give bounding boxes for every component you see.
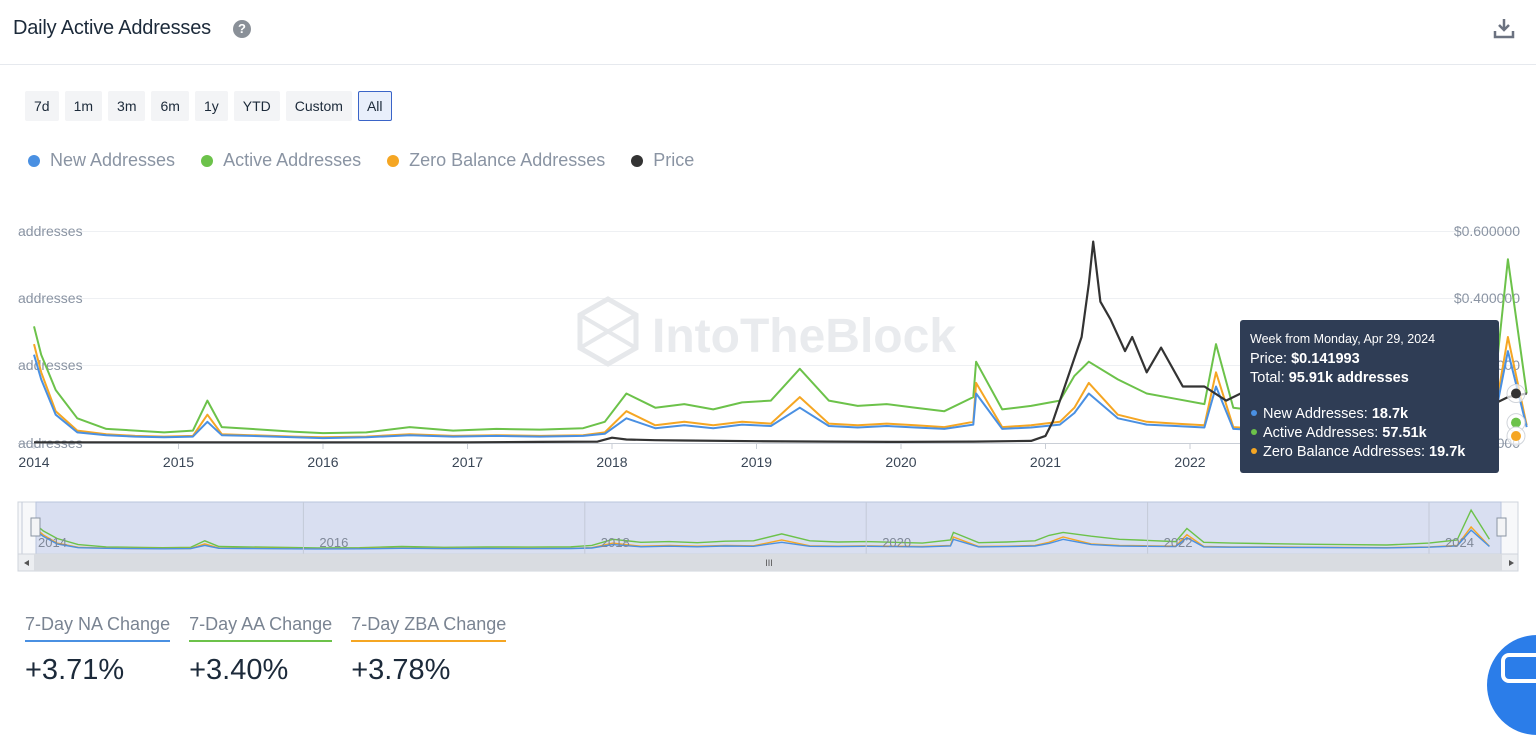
stat-value: +3.40% xyxy=(189,654,289,686)
tooltip-active: Active Addresses: 57.51k xyxy=(1250,424,1489,443)
stat-zba-change: 7-Day ZBA Change +3.78% xyxy=(351,614,507,687)
legend-dot-icon xyxy=(387,154,400,167)
y-left-tick-label: addresses xyxy=(18,223,83,239)
navigator-tick-label: 2018 xyxy=(601,535,630,550)
navigator-series-line xyxy=(35,508,1490,549)
hover-marker-dot xyxy=(1511,431,1521,442)
x-tick-label: 2018 xyxy=(596,454,627,470)
y-left-tick-label: addresses xyxy=(18,357,83,373)
legend-new-addresses[interactable]: New Addresses xyxy=(28,150,175,171)
tooltip-price: Price: $0.141993 xyxy=(1250,351,1360,367)
legend-dot-icon xyxy=(201,154,214,167)
watermark-logo-icon xyxy=(577,296,639,367)
stat-na-change: 7-Day NA Change +3.71% xyxy=(25,614,171,687)
chat-bubble-icon xyxy=(1501,653,1536,683)
legend-active-addresses[interactable]: Active Addresses xyxy=(201,150,361,171)
scroll-left-icon[interactable] xyxy=(24,560,29,566)
range-7d-button[interactable]: 7d xyxy=(25,91,59,121)
x-tick-label: 2017 xyxy=(452,454,483,470)
range-ytd-button[interactable]: YTD xyxy=(233,91,280,121)
x-tick-label: 2016 xyxy=(307,454,338,470)
navigator-tick-label: 2024 xyxy=(1445,535,1474,550)
legend-price[interactable]: Price xyxy=(631,150,694,171)
range-1y-button[interactable]: 1y xyxy=(194,91,228,121)
navigator-right-handle[interactable] xyxy=(1496,517,1507,537)
tooltip-total: Total: 95.91k addresses xyxy=(1250,370,1409,386)
tooltip-zero: Zero Balance Addresses: 19.7k xyxy=(1250,443,1489,462)
download-icon[interactable] xyxy=(1492,16,1516,40)
stat-label: 7-Day AA Change xyxy=(189,614,333,642)
navigator-series-line xyxy=(35,529,1490,550)
hover-marker-dot xyxy=(1511,417,1521,428)
help-icon[interactable]: ? xyxy=(233,20,251,38)
legend-label: Active Addresses xyxy=(223,150,362,170)
legend-zero-balance-addresses[interactable]: Zero Balance Addresses xyxy=(387,150,605,171)
range-6m-button[interactable]: 6m xyxy=(151,91,189,121)
y-right-tick-label: $0.600000 xyxy=(1454,223,1520,239)
stat-label: 7-Day NA Change xyxy=(25,614,171,642)
range-custom-button[interactable]: Custom xyxy=(285,91,352,121)
stat-value: +3.78% xyxy=(351,654,451,686)
y-left-tick-label: addresses xyxy=(18,290,83,306)
legend-dot-icon xyxy=(631,154,644,167)
watermark-text: IntoTheBlock xyxy=(652,310,956,363)
legend-label: New Addresses xyxy=(50,150,176,170)
stats-row: 7-Day NA Change +3.71% 7-Day AA Change +… xyxy=(25,614,507,687)
navigator-tick-label: 2020 xyxy=(882,535,911,550)
range-selector: 7d 1m 3m 6m 1y YTD Custom All xyxy=(25,91,392,121)
scrollbar-thumb[interactable] xyxy=(34,554,1502,571)
hover-marker-dot xyxy=(1511,388,1521,399)
header: Daily Active Addresses ? xyxy=(0,0,1536,65)
range-all-button[interactable]: All xyxy=(357,91,392,121)
x-tick-label: 2014 xyxy=(18,454,49,470)
scrollbar-grip: III xyxy=(765,558,773,568)
navigator-tick-label: 2014 xyxy=(38,535,67,550)
x-tick-label: 2022 xyxy=(1174,454,1205,470)
chart-legend: New Addresses Active Addresses Zero Bala… xyxy=(28,150,694,171)
stat-label: 7-Day ZBA Change xyxy=(351,614,507,642)
navigator-tick-label: 2016 xyxy=(319,535,348,550)
x-tick-label: 2021 xyxy=(1030,454,1061,470)
chat-widget-icon[interactable] xyxy=(1487,635,1536,735)
y-right-tick-label: $0.400000 xyxy=(1454,290,1520,306)
chart-tooltip: Week from Monday, Apr 29, 2024 Price: $0… xyxy=(1240,320,1499,473)
tooltip-new: New Addresses: 18.7k xyxy=(1250,405,1489,424)
range-3m-button[interactable]: 3m xyxy=(108,91,146,121)
legend-label: Price xyxy=(653,150,695,170)
stat-value: +3.71% xyxy=(25,654,125,686)
tooltip-week: Week from Monday, Apr 29, 2024 xyxy=(1250,332,1436,346)
page-title: Daily Active Addresses xyxy=(13,17,211,39)
navigator-left-handle[interactable] xyxy=(30,517,41,537)
legend-dot-icon xyxy=(28,154,40,167)
legend-label: Zero Balance Addresses xyxy=(409,150,606,170)
navigator-tick-label: 2022 xyxy=(1164,535,1193,550)
range-1m-button[interactable]: 1m xyxy=(64,91,103,121)
range-navigator[interactable]: 2014 2016 2018 2020 2022 2024 III xyxy=(0,500,1536,574)
x-tick-label: 2019 xyxy=(741,454,772,470)
x-tick-label: 2020 xyxy=(885,454,916,470)
x-tick-label: 2015 xyxy=(163,454,194,470)
stat-aa-change: 7-Day AA Change +3.40% xyxy=(189,614,333,687)
scroll-right-icon[interactable] xyxy=(1509,560,1514,566)
